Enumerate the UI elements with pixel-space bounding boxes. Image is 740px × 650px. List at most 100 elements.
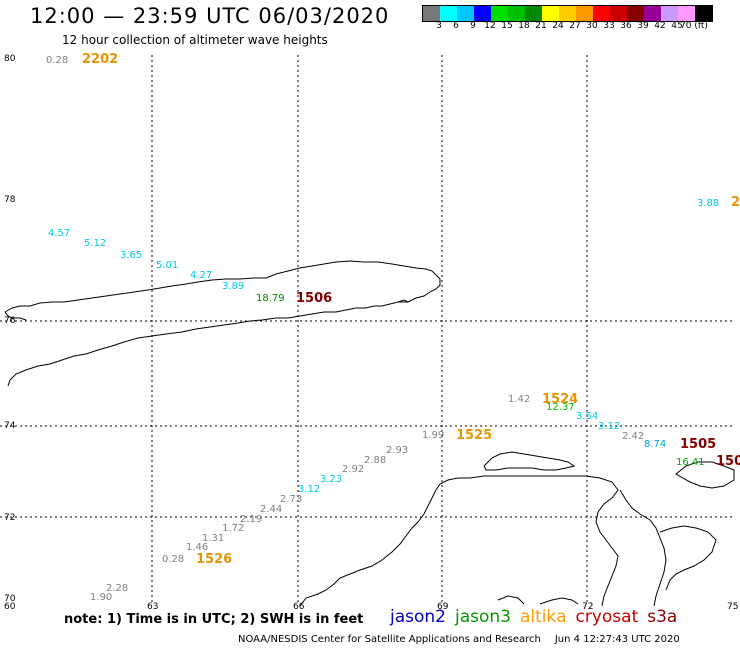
wave-height-label: 1.46 — [186, 542, 208, 553]
wave-height-label: 4.57 — [48, 228, 70, 239]
lon-label: 72 — [582, 602, 593, 612]
lon-label: 63 — [147, 602, 158, 612]
lat-label: 72 — [4, 513, 15, 523]
time-label: 1525 — [456, 428, 492, 443]
map-subtitle: 12 hour collection of altimeter wave hei… — [62, 33, 328, 47]
lat-labels: 80 78 76 74 72 70 — [4, 54, 16, 604]
wave-height-label: 3.89 — [222, 281, 244, 292]
wave-height-label: 18.79 — [256, 293, 285, 304]
wave-height-label: 5.01 — [156, 260, 178, 271]
wave-height-label: 1.90 — [90, 592, 112, 603]
colorbar-label: 12 — [484, 21, 496, 31]
wave-height-label: 1.99 — [422, 430, 444, 441]
colorbar-label: 3 — [436, 21, 442, 31]
colorbar-swatch — [576, 6, 593, 21]
colorbar-swatch — [559, 6, 576, 21]
wave-height-label: 3.12 — [298, 484, 320, 495]
wave-height-label: 3.65 — [120, 250, 142, 261]
wave-height-label: 3.88 — [697, 198, 719, 209]
legend-cryosat: cryosat — [575, 607, 639, 627]
coastline-north — [4, 260, 441, 387]
time-label: 2202 — [82, 52, 118, 67]
wave-height-label: 2.88 — [364, 455, 386, 466]
colorbar-swatch — [457, 6, 474, 21]
legend-s3a: s3a — [647, 607, 678, 627]
wave-height-label: 2.42 — [622, 431, 644, 442]
lat-label: 74 — [4, 421, 16, 431]
time-label: 1506 — [296, 291, 332, 306]
wave-height-label: 1.42 — [508, 394, 530, 405]
colorbar-label: 33 — [603, 21, 615, 31]
wave-height-label: 2.93 — [386, 445, 408, 456]
wave-height-label: 3.12 — [598, 421, 620, 432]
wave-height-colorbar — [422, 5, 713, 22]
wave-height-label: 2.28 — [106, 583, 128, 594]
wave-height-label: 0.28 — [46, 55, 68, 66]
wave-height-label: 8.74 — [644, 439, 666, 450]
graticule — [0, 55, 734, 604]
colorbar-swatch — [678, 6, 695, 21]
satellite-legend: jason2 jason3 altika cryosat s3a — [390, 607, 686, 627]
colorbar-swatch — [627, 6, 644, 21]
wave-height-label: 2.92 — [342, 464, 364, 475]
lon-label: 69 — [437, 602, 449, 612]
wave-height-label: 4.27 — [190, 270, 212, 281]
colorbar-label: 15 — [501, 21, 513, 31]
legend-jason2: jason2 — [390, 607, 446, 627]
time-label: 1505 — [680, 437, 716, 452]
wave-height-points: 0.28 2202 3.88 2 4.57 5.12 3.65 5.01 4.27 3.89 18.… — [46, 52, 740, 603]
wave-height-label: 2.44 — [260, 504, 282, 515]
colorbar-swatch — [542, 6, 559, 21]
units-note: note: 1) Time is in UTC; 2) SWH is in fe… — [64, 612, 364, 627]
lat-label: 78 — [4, 195, 16, 205]
time-label: 1524 — [542, 392, 578, 407]
lat-label: 70 — [4, 594, 16, 604]
colorbar-swatch — [610, 6, 627, 21]
wave-height-label: 2.19 — [240, 514, 262, 525]
colorbar-swatch — [695, 6, 712, 21]
footer-timestamp: Jun 4 12:27:43 UTC 2020 — [554, 634, 680, 645]
footer-credit: NOAA/NESDIS Center for Satellite Applica… — [238, 634, 541, 645]
colorbar-swatch — [661, 6, 678, 21]
wave-height-label: 3.54 — [576, 411, 598, 422]
colorbar-label: 45 — [671, 21, 683, 31]
colorbar-label: 6 — [453, 21, 459, 31]
lon-labels: 60 63 66 69 72 75 — [4, 602, 738, 612]
colorbar-label: 27 — [569, 21, 581, 31]
wave-height-label: 1.31 — [202, 533, 224, 544]
lat-label: 76 — [4, 316, 16, 326]
colorbar-label: 18 — [518, 21, 530, 31]
colorbar-labels: 3 6 9 12 15 18 21 24 27 30 33 36 39 42 45 70 (ft) — [422, 21, 740, 35]
colorbar-swatch — [525, 6, 542, 21]
colorbar-swatch — [423, 6, 440, 21]
colorbar-label: 70 (ft) — [680, 21, 708, 31]
lon-label: 75 — [727, 602, 738, 612]
wave-height-label: 12.37 — [546, 402, 575, 413]
footer: NOAA/NESDIS Center for Satellite Applica… — [238, 634, 680, 645]
colorbar-swatch — [508, 6, 525, 21]
colorbar-swatch — [593, 6, 610, 21]
colorbar-label: 24 — [552, 21, 564, 31]
wave-height-label: 3.23 — [320, 474, 342, 485]
colorbar-swatch — [491, 6, 508, 21]
map-title: 12:00 — 23:59 UTC 06/03/2020 — [30, 4, 390, 28]
lon-label: 60 — [4, 602, 16, 612]
wave-height-label: 0.28 — [162, 554, 184, 565]
colorbar-label: 9 — [470, 21, 476, 31]
colorbar-swatch — [474, 6, 491, 21]
colorbar-label: 39 — [637, 21, 649, 31]
colorbar-swatch — [440, 6, 457, 21]
wave-height-label: 2.73 — [280, 494, 302, 505]
coastline-south — [299, 451, 735, 607]
time-label: 150 — [716, 454, 740, 469]
wave-height-label: 16.41 — [676, 457, 705, 468]
colorbar-label: 21 — [535, 21, 547, 31]
wave-height-label: 1.72 — [222, 523, 244, 534]
time-label: 1526 — [196, 552, 232, 567]
colorbar-label: 36 — [620, 21, 632, 31]
colorbar-swatch — [644, 6, 661, 21]
time-label: 2 — [731, 195, 740, 210]
legend-altika: altika — [520, 607, 567, 627]
legend-jason3: jason3 — [455, 607, 511, 627]
